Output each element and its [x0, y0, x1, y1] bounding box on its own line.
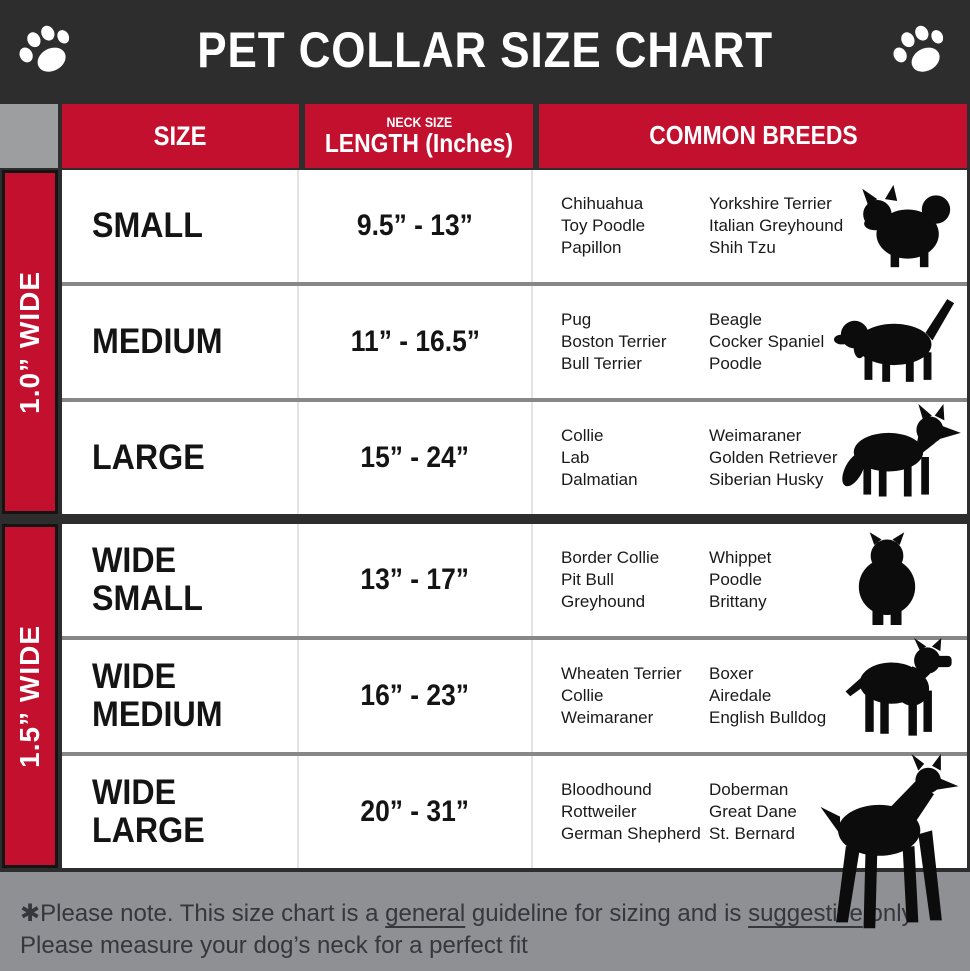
corner-block	[0, 104, 58, 168]
breed-list-secondary: Boxer Airedale English Bulldog	[709, 664, 827, 727]
doberman-silhouette	[820, 754, 959, 929]
breed-list-primary: Bloodhound Rottweiler German Shepherd	[561, 780, 701, 843]
breed-list-primary: Chihuahua Toy Poodle Papillon	[561, 194, 646, 257]
length-value: 11” - 16.5”	[350, 325, 480, 358]
length-value: 16” - 23”	[360, 679, 470, 712]
size-cell: WIDE LARGE	[62, 756, 299, 868]
size-cell: MEDIUM	[62, 286, 299, 398]
breed-list-primary: Collie Lab Dalmatian	[561, 426, 638, 489]
row-group-1-5-inch: WIDE SMALL 13” - 17” Border Collie Pit B…	[62, 524, 967, 929]
size-cell: SMALL	[62, 170, 299, 282]
size-cell: LARGE	[62, 402, 299, 514]
length-cell: 20” - 31”	[299, 756, 533, 868]
table-row-wide-small: WIDE SMALL 13” - 17” Border Collie Pit B…	[62, 524, 967, 636]
breeds-cell: Wheaten Terrier Collie Weimaraner Boxer …	[533, 638, 967, 752]
column-header-size: SIZE	[62, 104, 299, 168]
breeds-cell: Border Collie Pit Bull Greyhound Whippet…	[533, 524, 967, 636]
breed-list-secondary: Beagle Cocker Spaniel Poodle	[709, 310, 825, 373]
size-cell: WIDE SMALL	[62, 524, 299, 636]
paw-icon	[19, 25, 70, 72]
page-title: PET COLLAR SIZE CHART	[197, 22, 773, 78]
size-cell: WIDE MEDIUM	[62, 640, 299, 752]
size-label: LARGE	[92, 438, 205, 478]
table-row-large: LARGE 15” - 24” Collie Lab Dalmatian Wei…	[62, 398, 967, 514]
length-cell: 15” - 24”	[299, 402, 533, 514]
breed-list-secondary: Whippet Poodle Brittany	[709, 548, 772, 611]
length-cell: 11” - 16.5”	[299, 286, 533, 398]
paw-icon	[893, 25, 944, 72]
length-cell: 16” - 23”	[299, 640, 533, 752]
beagle-silhouette	[833, 299, 955, 382]
length-value: 15” - 24”	[360, 441, 470, 474]
size-label: WIDE MEDIUM	[92, 657, 223, 734]
table-row-medium: MEDIUM 11” - 16.5” Pug Boston Terrier Bu…	[62, 282, 967, 398]
footnote-line-1: ✱Please note. This size chart is a gener…	[20, 900, 919, 927]
size-label: MEDIUM	[92, 322, 223, 362]
length-value: 9.5” - 13”	[357, 209, 473, 242]
table-row-small: SMALL 9.5” - 13” Chihuahua Toy Poodle Pa…	[62, 170, 967, 282]
breeds-cell: Pug Boston Terrier Bull Terrier Beagle C…	[533, 286, 967, 398]
length-value: 20” - 31”	[360, 795, 470, 828]
collar-width-band-1-inch: 1.0” WIDE	[2, 170, 58, 514]
breeds-cell: Chihuahua Toy Poodle Papillon Yorkshire …	[533, 170, 967, 282]
size-label: SMALL	[92, 206, 203, 246]
length-inches-label: LENGTH (Inches)	[324, 127, 514, 158]
breed-list-primary: Wheaten Terrier Collie Weimaraner	[561, 664, 682, 727]
size-label: WIDE SMALL	[92, 541, 203, 618]
breed-list-secondary: Doberman Great Dane St. Bernard	[709, 780, 797, 843]
bulldog-silhouette	[858, 532, 916, 625]
breed-list-secondary: Yorkshire Terrier Italian Greyhound Shih…	[709, 194, 844, 257]
underlined-word-general: general	[385, 900, 466, 927]
length-cell: 13” - 17”	[299, 524, 533, 636]
breed-list-secondary: Weimaraner Golden Retriever Siberian Hus…	[709, 426, 838, 489]
breeds-cell: Bloodhound Rottweiler German Shepherd Do…	[533, 754, 967, 929]
table-row-wide-medium: WIDE MEDIUM 16” - 23” Wheaten Terrier Co…	[62, 636, 967, 752]
neck-size-sublabel: NECK SIZE	[386, 114, 452, 130]
table-row-wide-large: WIDE LARGE 20” - 31” Bloodhound Rottweil…	[62, 752, 967, 929]
breeds-cell: Collie Lab Dalmatian Weimaraner Golden R…	[533, 402, 967, 514]
footnote-line-2: Please measure your dog’s neck for a per…	[20, 932, 528, 960]
pitbull-silhouette	[845, 638, 952, 736]
breed-list-primary: Pug Boston Terrier Bull Terrier	[561, 310, 667, 373]
length-value: 13” - 17”	[360, 563, 470, 596]
title-bar: PET COLLAR SIZE CHART	[0, 0, 970, 100]
length-cell: 9.5” - 13”	[299, 170, 533, 282]
shepherd-silhouette	[842, 404, 961, 497]
breed-list-primary: Border Collie Pit Bull Greyhound	[561, 548, 660, 611]
footnote: ✱Please note. This size chart is a gener…	[0, 872, 970, 971]
size-label: WIDE LARGE	[92, 773, 205, 850]
collar-width-band-1-5-inch: 1.5” WIDE	[2, 524, 58, 868]
row-group-1-inch: SMALL 9.5” - 13” Chihuahua Toy Poodle Pa…	[62, 170, 967, 514]
column-header-common-breeds: COMMON BREEDS	[539, 104, 967, 168]
column-header-neck-length: NECK SIZE LENGTH (Inches)	[305, 104, 533, 168]
pomeranian-silhouette	[862, 184, 951, 268]
